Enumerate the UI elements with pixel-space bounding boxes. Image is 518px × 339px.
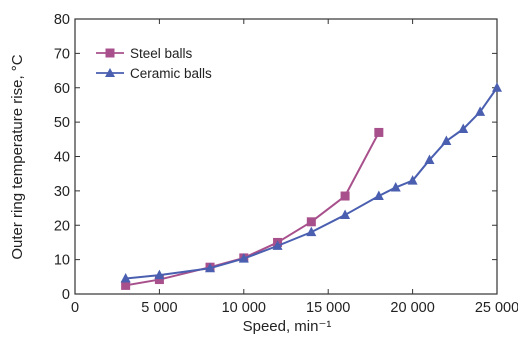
y-tick-label-4: 40 [54, 150, 70, 166]
point-1-6 [340, 209, 351, 219]
x-axis-title: Speed, min⁻¹ [243, 318, 332, 335]
point-1-9 [407, 175, 418, 185]
y-tick-label-6: 60 [54, 81, 70, 97]
x-tick-label-3: 15 000 [306, 300, 350, 316]
legend-item-0: Steel balls [96, 46, 193, 61]
ticks: 0 5 000 10 000 15 000 20 000 25 000 0 10 20 30 40 5… [54, 12, 518, 316]
y-tick-label-2: 20 [54, 218, 70, 234]
point-0-5 [306, 217, 316, 227]
y-tick-label-1: 10 [54, 253, 70, 269]
point-1-4 [272, 240, 283, 250]
x-tick-label-0: 0 [71, 300, 79, 316]
point-1-11 [441, 135, 452, 146]
y-tick-label-0: 0 [62, 287, 70, 303]
point-1-14 [492, 82, 502, 92]
x-tick-label-2: 10 000 [222, 300, 266, 316]
y-tick-label-3: 30 [54, 184, 70, 200]
legend-marker-0 [105, 48, 115, 58]
y-axis-title: Outer ring temperature rise, °C [9, 54, 26, 259]
point-1-10 [424, 154, 435, 164]
y-tick-label-7: 70 [54, 46, 70, 62]
point-0-0 [121, 280, 131, 290]
legend-marker-1 [105, 68, 115, 77]
point-1-8 [390, 181, 401, 192]
legend-label-1: Ceramic balls [130, 66, 212, 81]
point-1-3 [238, 253, 249, 263]
point-1-0 [120, 273, 131, 283]
point-1-5 [306, 226, 317, 237]
legend-item-1: Ceramic balls [96, 66, 212, 81]
series-line-0 [125, 131, 380, 287]
series-line-1 [125, 87, 498, 280]
legend: Steel balls Ceramic balls [96, 46, 212, 81]
point-1-1 [154, 269, 165, 280]
series-1 [120, 82, 502, 283]
y-tick-label-8: 80 [54, 12, 70, 28]
series-0 [121, 127, 384, 290]
y-tick-label-5: 50 [54, 115, 70, 131]
point-0-1 [154, 275, 164, 285]
x-tick-label-5: 25 000 [475, 300, 518, 316]
x-tick-label-4: 20 000 [390, 300, 434, 316]
point-0-7 [374, 127, 384, 137]
point-1-2 [205, 262, 216, 273]
series-layer [120, 82, 502, 290]
legend-label-0: Steel balls [130, 46, 193, 61]
point-1-12 [458, 123, 469, 133]
point-1-13 [475, 106, 486, 116]
x-tick-label-1: 5 000 [141, 300, 177, 316]
point-1-7 [373, 190, 384, 201]
point-0-6 [340, 191, 350, 201]
